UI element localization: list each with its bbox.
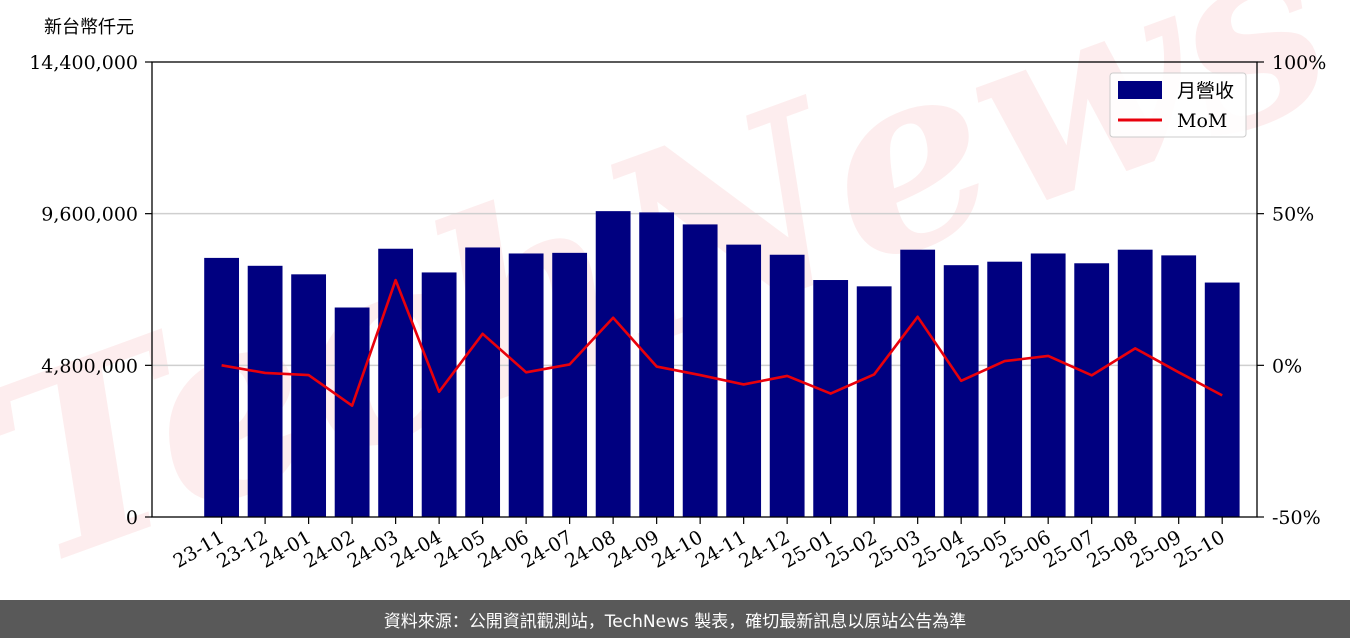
y-left-tick-label: 14,400,000 xyxy=(29,52,138,74)
revenue-bar-25-05 xyxy=(987,261,1023,517)
revenue-bar-25-02 xyxy=(856,286,892,517)
legend-label-revenue: 月營收 xyxy=(1177,80,1234,102)
revenue-bar-25-04 xyxy=(943,265,979,517)
revenue-bar-24-10 xyxy=(682,224,718,517)
revenue-bar-25-07 xyxy=(1074,263,1110,517)
revenue-bar-25-03 xyxy=(900,249,936,517)
chart: TechNews 0 4,800,000 9,600,000 14,400,000 -5… xyxy=(0,0,1350,624)
y-right-tick-label: 100% xyxy=(1272,52,1326,74)
revenue-bar-25-09 xyxy=(1161,255,1197,517)
legend-label-mom: MoM xyxy=(1177,110,1227,132)
revenue-bar-24-08 xyxy=(595,211,631,517)
y-right-tick-label: -50% xyxy=(1272,507,1321,529)
revenue-bar-24-02 xyxy=(334,307,370,517)
y-right-tick-label: 50% xyxy=(1272,204,1314,226)
source-footer: 資料來源：公開資訊觀測站，TechNews 製表，確切最新訊息以原站公告為準 xyxy=(0,600,1350,638)
revenue-bar-24-03 xyxy=(378,248,414,518)
source-footer-text: 資料來源：公開資訊觀測站，TechNews 製表，確切最新訊息以原站公告為準 xyxy=(383,611,967,632)
revenue-bar-25-01 xyxy=(813,280,849,517)
legend-bar-swatch xyxy=(1118,81,1162,99)
y-left-tick-label: 0 xyxy=(126,507,138,529)
y-left-tick-label: 9,600,000 xyxy=(41,204,138,226)
revenue-bar-24-05 xyxy=(465,247,501,517)
revenue-bar-25-10 xyxy=(1204,282,1240,517)
mom-line xyxy=(221,278,1223,407)
bar-series xyxy=(204,211,1240,518)
revenue-bar-24-04 xyxy=(421,272,457,517)
plot-frame xyxy=(151,61,1258,518)
revenue-bar-23-11 xyxy=(204,257,240,517)
chart-svg: TechNews 04,800,0009,600,00014,400,000-5… xyxy=(0,0,1350,624)
revenue-bar-24-12 xyxy=(769,254,805,518)
revenue-bar-23-12 xyxy=(247,265,283,517)
revenue-bar-24-01 xyxy=(291,274,327,517)
mom-line-series xyxy=(221,278,1223,407)
x-tick-label: 25-10 xyxy=(1170,526,1228,572)
revenue-bar-25-06 xyxy=(1030,253,1066,517)
revenue-bar-25-08 xyxy=(1117,249,1153,517)
revenue-bar-24-07 xyxy=(552,252,588,517)
legend: 月營收 MoM xyxy=(1109,72,1247,138)
y-axis-unit-label: 新台幣仟元 xyxy=(44,17,134,38)
y-left-tick-label: 4,800,000 xyxy=(41,355,138,377)
revenue-bar-24-06 xyxy=(508,253,544,517)
y-right-tick-label: 0% xyxy=(1272,355,1302,377)
